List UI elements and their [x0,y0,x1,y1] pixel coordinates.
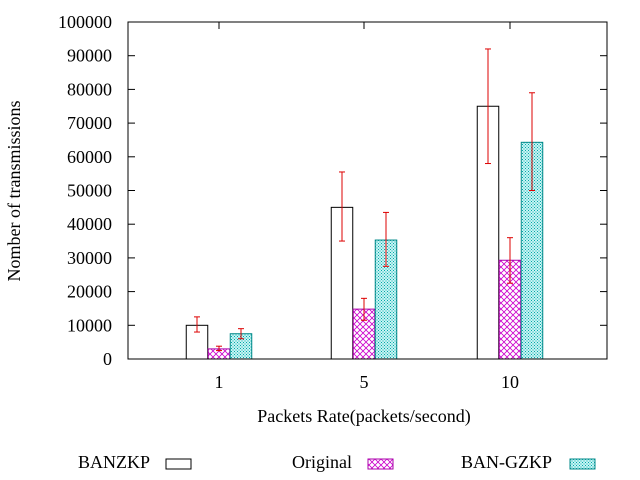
legend-label: Original [292,452,352,472]
y-tick-label: 40000 [67,214,112,234]
y-tick-label: 50000 [67,181,112,201]
y-tick-label: 30000 [67,248,112,268]
bars [185,105,544,360]
plot-frame [127,21,608,360]
legend-swatch [569,458,596,470]
x-tick-label: 1 [215,372,224,392]
y-tick-label: 80000 [67,79,112,99]
legend: BANZKP Original BAN-GZKP [78,452,596,472]
x-tick-label: 10 [501,372,519,392]
x-tick-label: 5 [360,372,369,392]
legend-swatch [165,458,192,470]
y-tick-label: 60000 [67,147,112,167]
y-tick-label: 70000 [67,113,112,133]
y-tick-label: 10000 [67,315,112,335]
x-axis: 1 5 10 [215,22,519,392]
y-axis: 0 10000 20000 30000 40000 50000 60000 70000 8000… [58,12,607,369]
legend-swatch [367,458,394,470]
error-bars [194,48,535,352]
x-axis-label: Packets Rate(packets/second) [257,406,470,427]
y-tick-label: 0 [103,349,112,369]
y-axis-label: Nomber of transmissions [4,101,24,282]
legend-label: BAN-GZKP [461,452,552,472]
legend-label: BANZKP [78,452,150,472]
y-tick-label: 100000 [58,12,112,32]
y-tick-label: 20000 [67,282,112,302]
y-tick-label: 90000 [67,46,112,66]
